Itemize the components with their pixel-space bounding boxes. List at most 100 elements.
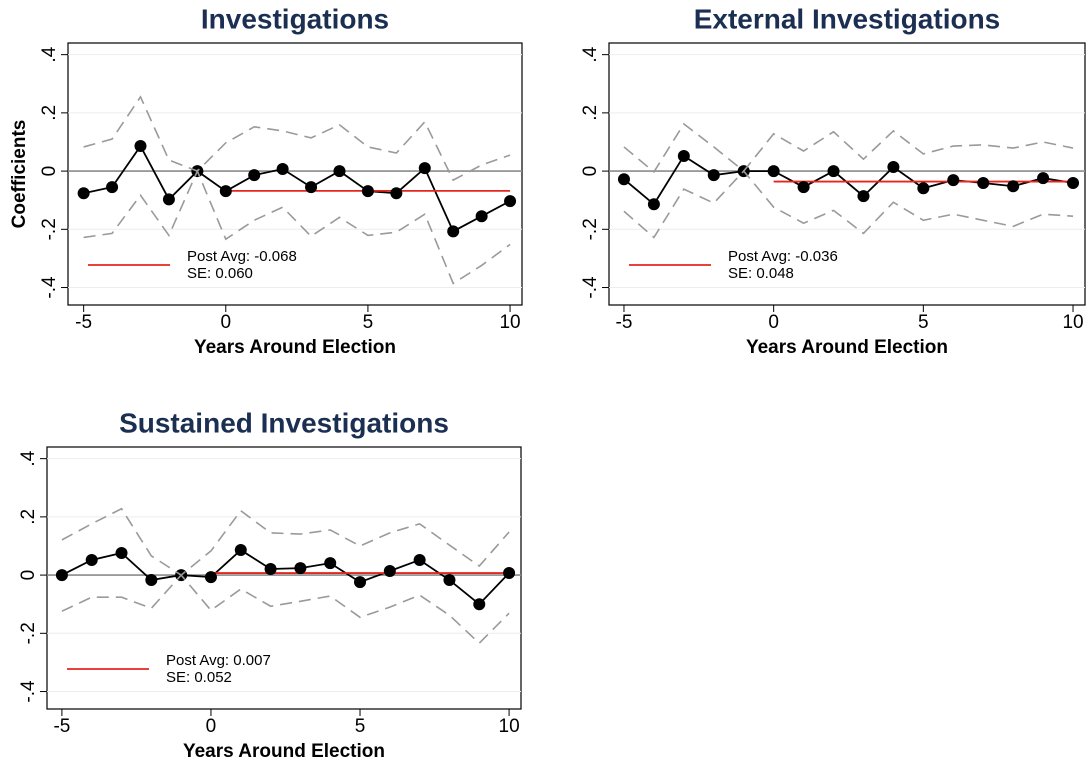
coef-marker (305, 181, 318, 194)
y-tick-label: -.2 (39, 218, 60, 240)
x-axis-label: Years Around Election (746, 337, 948, 358)
coef-marker (134, 140, 147, 153)
x-tick-label: 10 (1062, 312, 1083, 333)
ci-line (61, 573, 510, 645)
y-tick-label: .4 (18, 450, 39, 466)
x-tick-label: 0 (220, 312, 231, 333)
coef-marker (647, 198, 660, 211)
panel: External Investigations -.4 -.2 0 .2 .4 -5 0 5 10… (580, 3, 1086, 358)
coef-marker (473, 598, 486, 611)
coef-marker (248, 169, 261, 182)
plot-frame (608, 42, 1086, 306)
panel-title: External Investigations (694, 3, 1001, 34)
coef-marker (797, 181, 810, 194)
coef-marker (503, 567, 516, 580)
panel-title: Sustained Investigations (119, 407, 449, 438)
coef-marker (475, 210, 488, 223)
ci-line (83, 95, 511, 182)
coef-marker (1037, 172, 1050, 185)
coef-marker (977, 177, 990, 190)
coef-marker (234, 544, 247, 557)
y-tick-label: 0 (580, 166, 601, 177)
coef-marker (917, 182, 930, 195)
coef-marker (413, 553, 426, 566)
x-tick-label: 0 (768, 312, 779, 333)
y-tick-label: -.4 (580, 276, 601, 299)
coef-marker (390, 187, 403, 200)
coef-marker (85, 553, 98, 566)
coef-marker (887, 161, 900, 174)
coef-line (623, 154, 1074, 206)
coef-marker (947, 174, 960, 187)
x-tick-label: 5 (355, 716, 366, 737)
coef-marker (707, 169, 720, 182)
coef-marker (333, 165, 346, 178)
y-tick-label: .2 (580, 105, 601, 121)
ci-line (83, 169, 511, 285)
coef-marker (77, 187, 90, 200)
y-tick-label: -.2 (18, 622, 39, 644)
coef-marker (264, 562, 277, 575)
coef-marker (106, 181, 119, 194)
coef-marker (294, 562, 307, 575)
panel: Sustained Investigations -.4 -.2 0 .2 .4 -5 0 5 1… (18, 407, 522, 762)
coef-marker (443, 574, 456, 587)
y-tick-label: .2 (39, 105, 60, 121)
x-tick-label: -5 (53, 716, 70, 737)
plot-frame (67, 42, 523, 306)
x-tick-label: -5 (75, 312, 92, 333)
y-tick-label: .2 (18, 509, 39, 525)
coef-marker (383, 565, 396, 578)
coef-marker (115, 546, 128, 559)
x-axis-label: Years Around Election (194, 337, 396, 358)
coef-marker (354, 576, 367, 589)
coef-marker (276, 163, 289, 176)
y-tick-label: -.2 (580, 218, 601, 240)
coef-marker (145, 574, 158, 587)
coef-marker (204, 571, 217, 584)
legend-label: Post Avg: -0.036 (728, 248, 838, 265)
x-axis-label: Years Around Election (183, 741, 385, 762)
y-tick-label: 0 (39, 166, 60, 177)
x-tick-label: 5 (918, 312, 929, 333)
y-tick-label: .4 (580, 46, 601, 62)
coef-marker (418, 162, 431, 175)
coef-marker (162, 193, 175, 206)
coef-marker (324, 557, 337, 570)
ci-line (623, 122, 1074, 174)
x-tick-label: -5 (616, 312, 633, 333)
coef-marker (857, 190, 870, 203)
coef-marker (767, 165, 780, 178)
legend-se: SE: 0.052 (166, 669, 232, 686)
coef-marker (677, 149, 690, 162)
coef-line (83, 144, 511, 233)
coef-marker (55, 569, 68, 582)
ci-line (61, 507, 510, 577)
coef-marker (447, 225, 460, 238)
coef-marker (617, 173, 630, 186)
plot-frame (46, 446, 522, 710)
x-tick-label: 5 (363, 312, 374, 333)
coef-marker (827, 165, 840, 178)
x-tick-label: 0 (206, 716, 217, 737)
y-tick-label: -.4 (39, 276, 60, 299)
coef-marker (1007, 180, 1020, 193)
y-tick-label: 0 (18, 570, 39, 581)
coef-line (61, 548, 510, 606)
legend-label: Post Avg: 0.007 (166, 652, 271, 669)
legend-se: SE: 0.060 (187, 265, 253, 282)
legend-se: SE: 0.048 (728, 265, 794, 282)
legend-label: Post Avg: -0.068 (187, 248, 297, 265)
y-tick-label: -.4 (18, 680, 39, 703)
ci-line (623, 169, 1074, 239)
x-tick-label: 10 (499, 716, 520, 737)
y-axis-label: Coefficients (9, 120, 30, 229)
panel: Investigations -.4 -.2 0 .2 .4 -5 0 5 10 Years Aro… (9, 3, 523, 358)
y-tick-label: .4 (39, 46, 60, 62)
coef-marker (219, 185, 232, 198)
coef-marker (361, 185, 374, 198)
x-tick-label: 10 (499, 312, 520, 333)
coef-marker (504, 195, 517, 208)
